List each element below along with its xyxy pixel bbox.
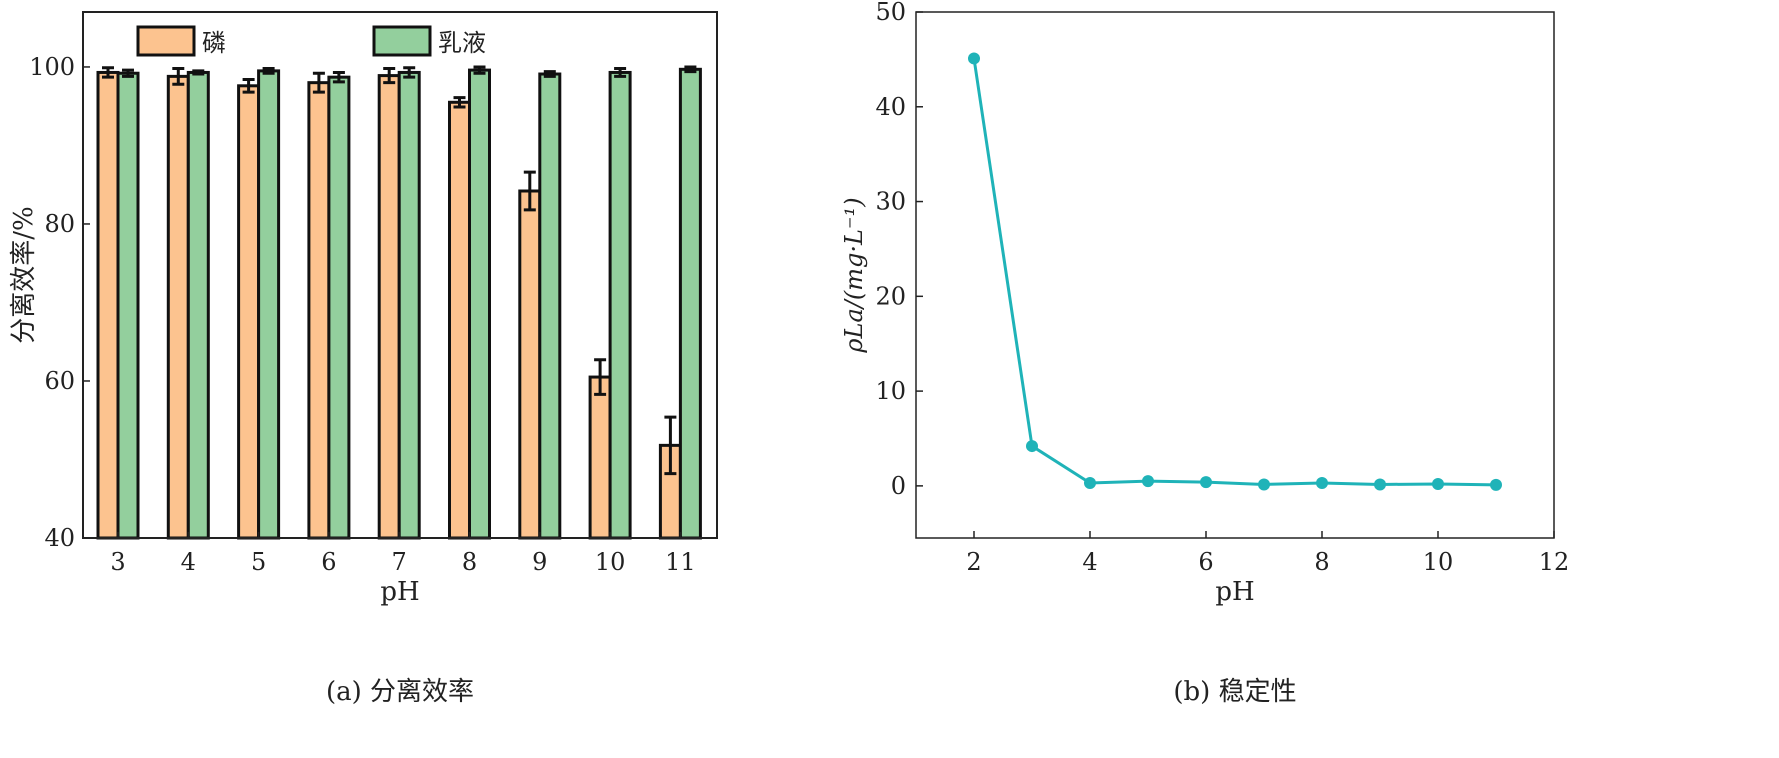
- plot-frame: [915, 11, 1555, 539]
- error-bar: [383, 67, 396, 85]
- series-line: [972, 58, 1497, 487]
- data-point: [1490, 478, 1502, 491]
- error-bar: [172, 67, 185, 86]
- y-tick-label: 100: [29, 53, 75, 81]
- x-tick-label: 4: [181, 548, 196, 576]
- bar-emulsion: [468, 68, 491, 540]
- error-bar: [192, 69, 205, 76]
- y-tick-label: 60: [44, 367, 75, 395]
- x-tick-label: 6: [1198, 548, 1213, 576]
- bar-phosphorus: [166, 74, 190, 540]
- error-bar: [594, 358, 607, 396]
- y-tick-label: 30: [875, 188, 906, 216]
- bar-emulsion: [257, 69, 281, 540]
- x-tick-label: 10: [1423, 548, 1454, 576]
- y-tick-label: 20: [875, 282, 906, 310]
- y-tick-label: 10: [875, 377, 906, 405]
- bar-emulsion: [678, 67, 702, 540]
- bar-emulsion: [116, 71, 140, 540]
- x-tick-label: 10: [595, 548, 626, 576]
- x-tick-label: 5: [251, 548, 266, 576]
- data-point: [968, 52, 980, 65]
- error-bar: [523, 170, 536, 212]
- error-bar: [664, 415, 677, 476]
- x-axis-label: pH: [1215, 577, 1254, 607]
- error-bar: [453, 96, 466, 109]
- error-bar: [614, 67, 627, 78]
- bar-chart-separation-efficiency: 3 4 5 6 7 8 9 10 11 40 60 80 100 pH 分离效率/% 磷 乳液: [9, 11, 718, 607]
- x-tick-label: 3: [110, 548, 125, 576]
- bar-phosphorus: [448, 100, 471, 540]
- y-axis-label: ρLa/(mg·L⁻¹): [840, 197, 868, 353]
- bar-emulsion: [608, 70, 632, 540]
- error-bar: [473, 65, 486, 75]
- error-bar: [102, 66, 114, 79]
- x-tick-label: 7: [392, 548, 407, 576]
- error-bar: [262, 67, 275, 75]
- data-point: [1142, 475, 1154, 488]
- error-bar: [543, 70, 556, 78]
- bar-phosphorus: [588, 375, 612, 540]
- error-bar: [242, 78, 255, 94]
- error-bar: [122, 68, 134, 78]
- data-point: [1200, 476, 1212, 489]
- y-tick-label: 40: [44, 524, 75, 552]
- data-point: [1258, 478, 1270, 491]
- legend-swatch: [136, 25, 196, 57]
- data-point: [1084, 477, 1096, 490]
- x-tick-label: 12: [1539, 548, 1570, 576]
- x-axis-label: pH: [380, 577, 419, 607]
- legend-swatch: [372, 25, 432, 57]
- x-tick-label: 11: [665, 548, 696, 576]
- y-tick-label: 80: [44, 210, 75, 238]
- bar-phosphorus: [307, 81, 331, 540]
- legend-label: 磷: [202, 29, 226, 57]
- data-point: [1432, 477, 1444, 490]
- y-axis-label: 分离效率/%: [9, 206, 39, 343]
- y-tick-label: 0: [891, 472, 906, 500]
- error-bar: [332, 70, 345, 84]
- caption-a: (a) 分离效率: [326, 677, 474, 707]
- error-bar: [684, 65, 697, 74]
- x-tick-label: 2: [966, 548, 981, 576]
- bar-emulsion: [397, 70, 421, 540]
- bar-phosphorus: [96, 70, 120, 540]
- caption-b: (b) 稳定性: [1173, 677, 1296, 707]
- plot-frame: [82, 11, 718, 539]
- x-tick-label: 4: [1082, 548, 1097, 576]
- bar-phosphorus: [237, 84, 261, 540]
- bar-emulsion: [186, 70, 210, 540]
- y-tick-label: 50: [875, 0, 906, 26]
- y-tick-label: 40: [875, 93, 906, 121]
- bar-emulsion: [327, 75, 351, 540]
- x-tick-label: 6: [321, 548, 336, 576]
- x-tick-label: 8: [462, 548, 477, 576]
- data-point: [1374, 478, 1386, 491]
- bar-phosphorus: [377, 74, 401, 540]
- x-tick-label: 8: [1314, 548, 1329, 576]
- x-tick-label: 9: [532, 548, 547, 576]
- data-point: [1316, 477, 1328, 490]
- data-point: [1026, 440, 1038, 453]
- bar-phosphorus: [518, 189, 542, 540]
- legend-label: 乳液: [438, 29, 486, 57]
- line-chart-stability: 2 4 6 8 10 12 0 10 20 30 40 50 pH ρLa/(mg·L⁻¹): [840, 0, 1569, 607]
- bar-emulsion: [538, 72, 562, 540]
- error-bar: [312, 71, 325, 94]
- error-bar: [403, 66, 416, 79]
